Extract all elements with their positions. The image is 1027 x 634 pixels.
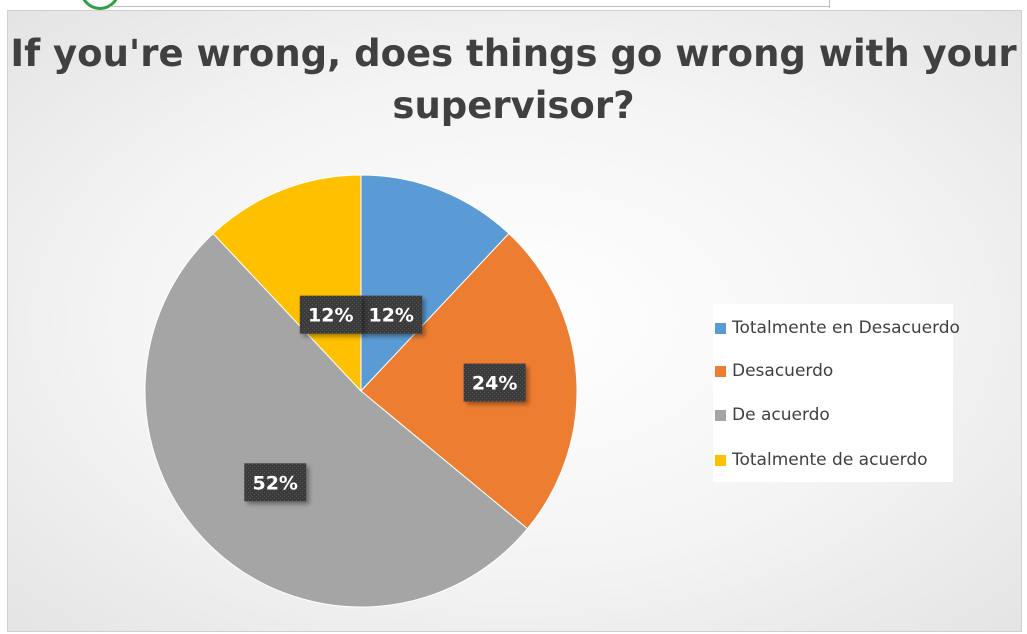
legend: Totalmente en Desacuerdo Desacuerdo De a…: [713, 304, 960, 482]
legend-item: Totalmente de acuerdo: [713, 446, 928, 474]
data-label-box: [463, 363, 526, 402]
data-label-text: 24%: [472, 373, 517, 395]
legend-label: Totalmente de acuerdo: [732, 450, 928, 470]
legend-label: Desacuerdo: [732, 361, 834, 381]
legend-item: De acuerdo: [713, 401, 830, 429]
data-label-totalmente-de-acuerdo: 12%: [299, 295, 362, 334]
pie-slice-totalmente-de-acuerdo: [212, 174, 362, 393]
data-label-totalmente-en-desacuerdo: 12%: [360, 295, 423, 334]
data-label-box: [299, 295, 362, 334]
pie-slice-de-acuerdo: [144, 232, 529, 608]
data-label-desacuerdo: 24%: [463, 363, 526, 402]
legend-label: Totalmente en Desacuerdo: [732, 318, 960, 338]
chart-title: If you're wrong, does things go wrong wi…: [10, 32, 1017, 127]
data-label-text: 12%: [368, 305, 413, 327]
legend-swatch: [715, 409, 726, 421]
legend-swatch: [715, 365, 726, 377]
data-label-text: 52%: [252, 472, 297, 494]
legend-label: De acuerdo: [732, 405, 830, 425]
legend-item: Desacuerdo: [713, 357, 833, 385]
legend-swatch: [715, 322, 726, 334]
legend-item: Totalmente en Desacuerdo: [713, 314, 960, 342]
divider: [110, 6, 830, 7]
data-label-box: [360, 295, 423, 334]
pie-slice-totalmente-en-desacuerdo: [360, 174, 510, 393]
divider-tick: [829, 0, 830, 8]
data-label-de-acuerdo: 52%: [244, 463, 307, 502]
legend-swatch: [715, 454, 726, 466]
data-label-box: [244, 463, 307, 502]
data-label-text: 12%: [308, 305, 353, 327]
